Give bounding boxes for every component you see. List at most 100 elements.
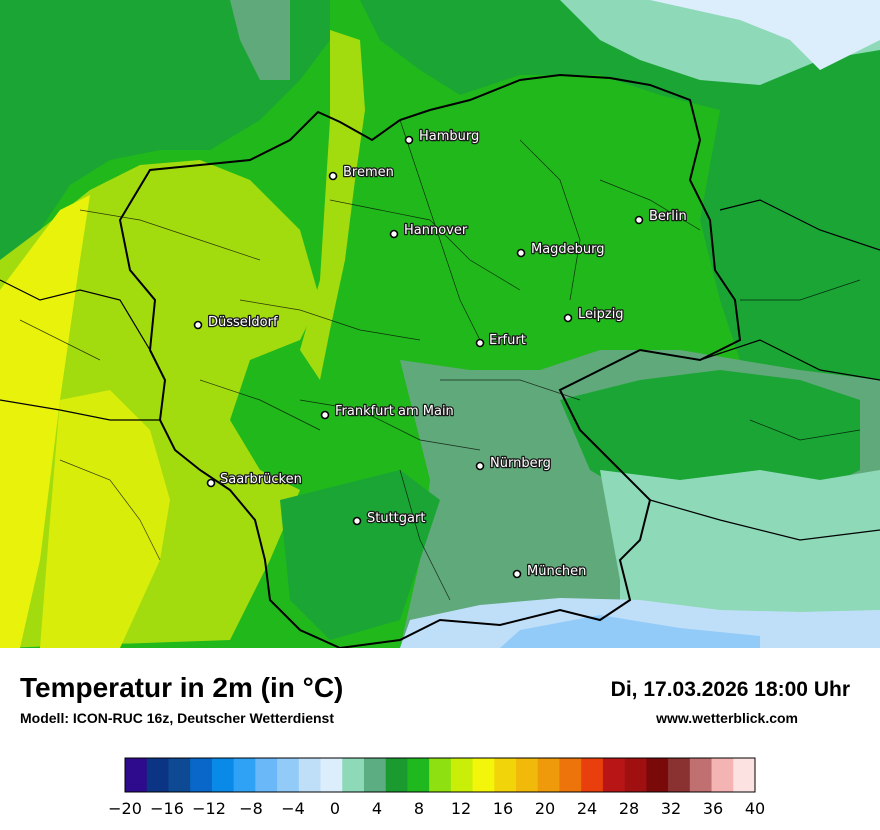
map-title: Temperatur in 2m (in °C) — [20, 672, 344, 703]
city-frankfurt: Frankfurt am Main — [320, 403, 455, 420]
city-marker — [206, 478, 216, 488]
city-marker — [193, 320, 203, 330]
city-label: Magdeburg — [531, 242, 605, 257]
city-saarbruecken: Saarbrücken — [206, 471, 303, 488]
city-magdeburg: Magdeburg — [516, 241, 606, 258]
footer: Temperatur in 2m (in °C) Modell: ICON-RU… — [0, 648, 880, 830]
legend-frame — [124, 757, 756, 793]
legend-swatch — [233, 758, 256, 792]
city-label: Stuttgart — [367, 511, 425, 526]
city-hamburg: Hamburg — [404, 128, 481, 145]
legend-swatch — [602, 758, 626, 792]
legend-ticks: −20 −16 −12 −8 −4 0 4 8 12 16 20 24 28 32 36 40 — [108, 799, 765, 818]
legend-swatch — [277, 758, 300, 792]
city-bremen: Bremen — [328, 164, 395, 181]
city-marker — [475, 338, 485, 348]
legend-tick-label: 4 — [372, 799, 382, 818]
legend-swatch — [125, 758, 148, 792]
country-borders — [0, 199, 880, 541]
legend-swatch — [494, 758, 517, 792]
city-muenchen: München — [512, 563, 588, 580]
city-berlin: Berlin — [634, 208, 688, 225]
city-leipzig: Leipzig — [563, 306, 625, 323]
southeast-light-region — [600, 470, 880, 648]
legend-tick-label: −8 — [239, 799, 263, 818]
legend-swatch — [385, 758, 408, 792]
legend-swatch — [559, 758, 582, 792]
legend-swatch — [733, 758, 756, 792]
legend-tick-label: 16 — [493, 799, 513, 818]
legend-swatch — [407, 758, 430, 792]
germany-border — [118, 73, 742, 648]
city-stuttgart: Stuttgart — [352, 510, 427, 527]
legend-swatch — [581, 758, 604, 792]
forecast-datetime: Di, 17.03.2026 18:00 Uhr — [610, 678, 850, 701]
west-yellow-region-2 — [40, 390, 170, 648]
city-label: Hannover — [404, 223, 468, 238]
legend-swatch — [146, 758, 169, 792]
southwest-green — [280, 470, 440, 640]
city-label: Hamburg — [419, 129, 479, 144]
legend-swatch — [298, 758, 321, 792]
legend-swatch — [450, 758, 473, 792]
legend-swatch — [624, 758, 647, 792]
state-borders — [19, 119, 861, 601]
city-marker — [512, 569, 522, 579]
city-label: Düsseldorf — [208, 315, 278, 330]
city-label: Erfurt — [489, 333, 526, 348]
legend-swatch — [711, 758, 734, 792]
city-marker — [328, 171, 338, 181]
city-marker — [634, 215, 644, 225]
city-marker — [352, 516, 362, 526]
legend-tick-label: 8 — [414, 799, 424, 818]
city-marker — [475, 461, 485, 471]
legend-tick-label: −4 — [281, 799, 305, 818]
temperature-map: Hamburg Bremen Hannover Berlin Magdeburg… — [0, 0, 880, 648]
model-info: Modell: ICON-RUC 16z, Deutscher Wetterdi… — [20, 710, 335, 726]
legend-tick-label: 40 — [745, 799, 765, 818]
legend-swatch — [668, 758, 691, 792]
city-label: München — [527, 564, 586, 579]
city-label: Saarbrücken — [220, 472, 302, 487]
legend-swatch — [211, 758, 235, 792]
west-yellow-region — [0, 195, 90, 648]
legend-tick-label: 0 — [330, 799, 340, 818]
city-marker — [404, 135, 414, 145]
legend-tick-label: 28 — [619, 799, 639, 818]
legend-swatches — [125, 758, 756, 792]
central-strip — [300, 30, 365, 380]
sea-gray-green — [230, 0, 290, 80]
legend-swatch — [342, 758, 365, 792]
legend-swatch — [516, 758, 539, 792]
city-duesseldorf: Düsseldorf — [193, 314, 279, 331]
north-sea — [0, 0, 330, 270]
legend-tick-label: 32 — [661, 799, 681, 818]
city-nuernberg: Nürnberg — [475, 455, 552, 472]
city-label: Berlin — [649, 209, 687, 224]
legend-swatch — [320, 758, 343, 792]
city-erfurt: Erfurt — [475, 332, 527, 349]
city-label: Nürnberg — [490, 456, 551, 471]
city-marker — [320, 410, 330, 420]
legend-tick-label: 36 — [703, 799, 723, 818]
legend-swatch — [472, 758, 495, 792]
legend-tick-label: −16 — [150, 799, 184, 818]
city-marker — [516, 248, 526, 258]
city-hannover: Hannover — [389, 222, 469, 239]
website-link[interactable]: www.wetterblick.com — [656, 710, 798, 726]
color-legend: −20 −16 −12 −8 −4 0 4 8 12 16 20 24 28 32 36 40 — [108, 757, 765, 818]
legend-swatch — [363, 758, 387, 792]
city-label: Bremen — [343, 165, 394, 180]
legend-swatch — [255, 758, 278, 792]
legend-tick-label: −12 — [192, 799, 226, 818]
legend-swatch — [537, 758, 560, 792]
city-label: Leipzig — [578, 307, 624, 322]
legend-swatch — [190, 758, 213, 792]
legend-tick-label: 24 — [577, 799, 597, 818]
legend-tick-label: −20 — [108, 799, 142, 818]
legend-swatch — [429, 758, 452, 792]
legend-swatch — [168, 758, 191, 792]
alps-region-cold — [500, 615, 760, 648]
city-label: Frankfurt am Main — [335, 404, 454, 419]
legend-swatch — [689, 758, 712, 792]
